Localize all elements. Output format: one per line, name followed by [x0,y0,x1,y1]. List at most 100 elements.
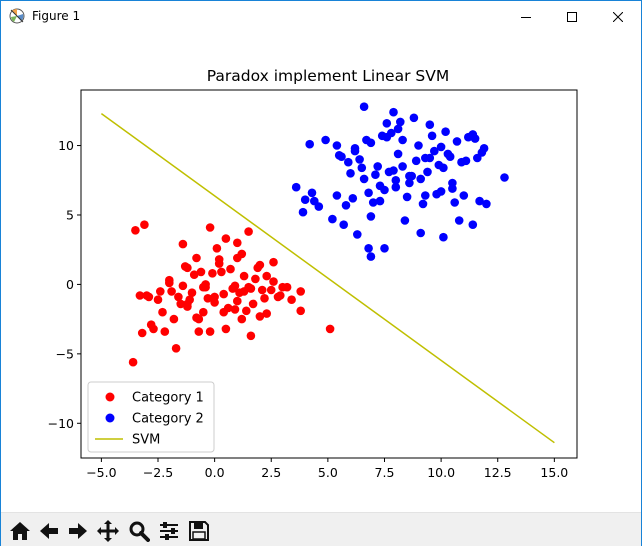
category-1-point [262,309,272,318]
forward-button[interactable] [64,517,91,544]
category-2-point [348,194,358,203]
y-tick-label: 5 [66,207,74,222]
category-2-point [357,163,367,173]
axes-frame [80,89,578,459]
category-1-point [287,295,296,305]
category-1-point [176,299,185,309]
category-2-point [418,199,428,209]
category-1-point [153,295,163,305]
category-1-point [171,344,181,353]
category-1-point [219,307,228,317]
minimize-button[interactable] [503,1,549,32]
configure-subplots-icon [159,521,178,540]
category-1-point [167,287,176,296]
category-1-point [248,299,258,309]
category-2-point [382,119,392,128]
category-1-point [201,280,210,289]
category-2-point [307,188,317,198]
category-1-point [205,223,215,232]
minimize-icon [521,16,531,18]
category-2-point [421,153,430,163]
category-1-point [237,314,247,324]
close-button[interactable] [595,1,641,32]
save-button[interactable] [185,517,212,544]
scatter-chart[interactable]: Paradox implement Linear SVM −5.0 −2.5 0.0… [1,32,641,512]
category-1-point [137,328,147,338]
x-tick-label: 15.0 [540,465,568,480]
category-1-point [144,292,154,302]
category-2-point [344,157,353,167]
category-1-point [183,263,192,273]
category-2-point [423,167,432,177]
category-1-point [169,314,179,324]
category-1-point [219,289,228,299]
maximize-icon [567,11,577,22]
category-1-point [205,327,215,336]
x-tick-label: 7.5 [375,465,395,480]
category-2-point [371,170,380,179]
category-2-point [393,149,403,159]
category-1-point [239,271,249,281]
category-1-point [131,226,140,235]
close-icon [613,11,623,22]
legend-marker-category-2 [105,413,115,423]
category-2-point [459,191,469,200]
category-1-point [233,296,242,306]
category-2-point [366,212,376,221]
category-2-point [393,124,403,134]
category-2-point [416,174,426,184]
category-1-point [165,275,174,285]
x-tick-label: 5.0 [318,465,338,480]
category-2-point [375,196,385,206]
category-2-point [355,155,364,164]
legend-label-category-1: Category 1 [132,391,204,406]
category-2-point [389,166,398,175]
y-tick-label: 0 [66,277,74,292]
category-2-point [450,198,460,207]
category-2-point [362,135,371,145]
category-1-point [221,324,231,334]
category-1-point [296,287,306,296]
category-2-point [337,152,346,161]
home-button[interactable] [6,517,33,544]
category-2-point [439,232,448,242]
category-2-point [405,171,414,181]
category-2-point [430,146,439,156]
category-1-point [214,255,224,264]
back-button[interactable] [35,517,62,544]
category-1-point [149,324,158,334]
category-1-point [208,269,217,278]
home-icon [9,521,30,540]
category-2-point [427,131,437,141]
category-1-point [140,220,149,229]
y-tick-label: 10 [58,138,74,153]
zoom-button[interactable] [125,517,152,544]
forward-arrow-icon [68,522,87,539]
category-1-point [178,281,188,291]
category-1-point [194,327,204,336]
configure-subplots-button[interactable] [155,517,182,544]
category-2-point [350,146,360,156]
category-2-point [411,156,421,166]
y-tick-label: −10 [48,416,74,431]
maximize-button[interactable] [549,1,595,32]
category-1-point [269,257,278,267]
pan-button[interactable] [94,517,121,544]
figure-canvas[interactable]: Paradox implement Linear SVM −5.0 −2.5 0.0… [1,32,641,512]
matplotlib-app-icon [9,8,25,24]
category-2-point [445,152,455,161]
category-2-point [368,198,378,207]
legend-label-svm: SVM [132,433,160,448]
category-1-point [255,312,265,321]
legend-box [87,381,215,453]
category-2-point [341,201,351,210]
category-2-point [448,178,457,188]
category-1-point [296,306,306,316]
category-2-point [339,220,349,229]
category-2-point [391,176,401,185]
title-bar[interactable]: Figure 1 [1,1,641,32]
category-2-point [373,162,383,171]
chart-title: Paradox implement Linear SVM [207,67,449,85]
category-1-point [233,238,242,248]
